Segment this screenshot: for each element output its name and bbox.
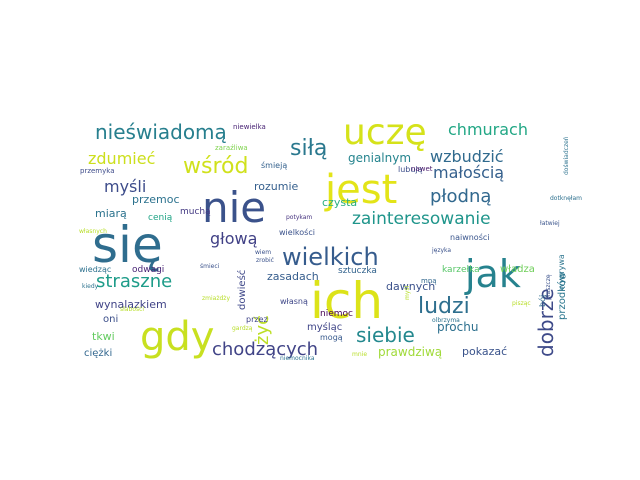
word-51: wygrywa	[557, 254, 566, 290]
word-64: zaraźliwa	[215, 144, 248, 152]
word-23: myśli	[104, 177, 146, 196]
word-59: bój	[537, 295, 547, 307]
word-24: głową	[210, 229, 257, 248]
word-28: rozumie	[254, 180, 299, 193]
word-32: dawnych	[386, 280, 435, 293]
word-62: przemyka	[80, 167, 114, 175]
word-56: śmieją	[261, 160, 287, 170]
word-22: zdumieć	[88, 149, 155, 168]
word-5: gdy	[140, 314, 214, 360]
word-69: kiedy	[82, 283, 99, 290]
word-1: się	[92, 216, 163, 274]
word-17: chodzących	[212, 339, 318, 360]
word-8: wielkich	[282, 243, 379, 271]
word-63: niewielka	[233, 123, 266, 131]
word-46: wielkości	[279, 227, 315, 237]
word-34: prochu	[437, 320, 478, 334]
word-81: myśl	[404, 285, 411, 300]
word-7: jak	[464, 252, 521, 296]
word-20: wzbudzić	[430, 147, 504, 166]
word-26: genialnym	[348, 151, 411, 165]
word-43: dowieść	[236, 270, 248, 310]
word-57: nawet	[411, 165, 433, 173]
word-41: władza	[500, 264, 535, 275]
word-70: śmieci	[200, 263, 220, 270]
word-60: przez	[246, 315, 268, 324]
word-54: własną	[280, 297, 308, 306]
word-33: wynalazkiem	[95, 298, 167, 311]
word-58: mną	[421, 277, 437, 285]
word-37: tkwi	[92, 330, 115, 343]
word-65: potykam	[286, 214, 312, 221]
word-80: olbrzyma	[432, 317, 460, 324]
word-67: dotknęłam	[550, 195, 582, 202]
word-55: lubują	[398, 165, 423, 174]
word-38: oni	[103, 314, 118, 325]
word-72: wiem	[255, 249, 271, 256]
word-50: naiwności	[450, 232, 490, 242]
word-82: własnych	[79, 228, 107, 235]
word-12: wśród	[183, 154, 248, 179]
word-31: zasadach	[267, 270, 319, 283]
word-42: przodków	[556, 272, 568, 320]
word-48: odwagi	[132, 265, 164, 275]
word-16: straszne	[96, 271, 172, 292]
word-6: uczę	[343, 112, 427, 153]
word-66: łatwiej	[540, 220, 560, 227]
word-78: płaszczę	[545, 274, 552, 300]
word-10: nieświadomą	[95, 120, 227, 144]
word-19: małością	[433, 163, 504, 182]
word-39: ciężki	[84, 348, 112, 359]
word-18: płodną	[430, 186, 491, 207]
word-83: doświadczeń	[563, 136, 570, 175]
word-3: nie	[202, 183, 266, 232]
word-13: ludzi	[418, 294, 470, 319]
word-30: miarą	[95, 207, 127, 220]
word-15: dobrze	[534, 288, 558, 357]
word-36: pokazać	[462, 345, 507, 358]
word-77: mnie	[352, 351, 367, 358]
word-4: jest	[324, 167, 397, 213]
word-71: zrobić	[256, 257, 274, 264]
word-47: sztuczka	[338, 266, 377, 276]
word-68: języka	[431, 247, 451, 254]
word-49: karzełka	[442, 265, 480, 275]
word-45: cenią	[148, 213, 173, 223]
word-52: niemoc	[320, 309, 353, 319]
word-76: niemocnika	[280, 355, 315, 362]
word-74: słabości	[120, 306, 144, 313]
word-29: czysta	[322, 196, 357, 209]
word-73: zmiażdży	[202, 295, 230, 302]
word-14: siebie	[356, 323, 415, 347]
word-44: muchą	[180, 207, 211, 217]
word-21: chmurach	[448, 120, 528, 139]
word-79: pisząc	[512, 300, 531, 307]
word-11: siłą	[290, 136, 327, 161]
word-35: prawdziwą	[378, 345, 442, 359]
word-40: myśląc	[307, 321, 342, 333]
word-9: zainteresowanie	[352, 209, 491, 229]
word-53: mogą	[320, 333, 343, 342]
word-25: żyć	[252, 315, 273, 345]
word-61: wiedząc	[79, 265, 111, 274]
word-27: przemoc	[132, 193, 180, 206]
word-2: ich	[310, 272, 383, 330]
word-75: gardzą	[232, 325, 253, 332]
